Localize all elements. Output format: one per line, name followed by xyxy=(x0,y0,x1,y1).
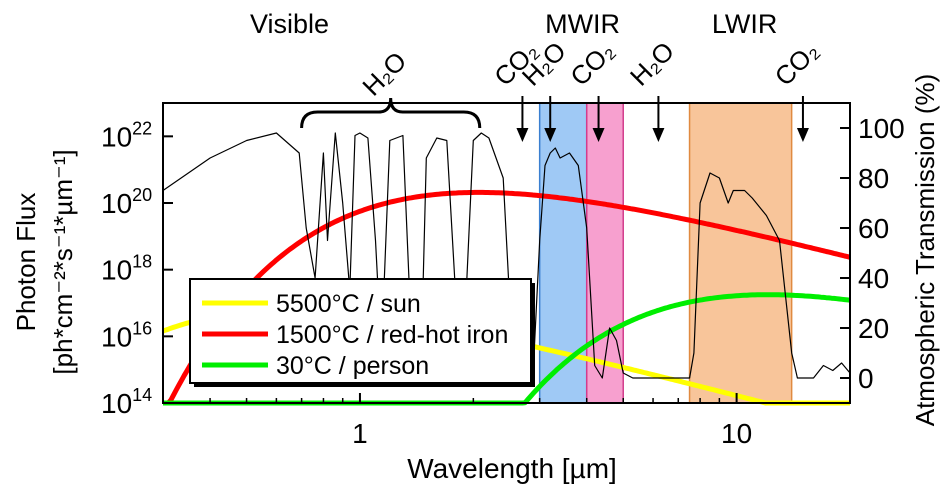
x-tick-label-0: 1 xyxy=(352,418,368,449)
absorption-label-0: H₂O xyxy=(356,46,412,102)
transmission-line xyxy=(162,132,851,379)
absorption-arrowhead-1 xyxy=(516,128,529,142)
absorption-arrowhead-5 xyxy=(796,128,809,142)
legend-label-2: 30°C / person xyxy=(276,352,429,380)
legend: 5500°C / sun 1500°C / red-hot iron 30°C / … xyxy=(189,278,535,387)
y-axis-label-left-1: Photon Flux xyxy=(11,193,41,332)
y-left-tick-label-1: 1016 xyxy=(101,318,152,352)
band-label-1: MWIR xyxy=(545,9,620,39)
y-right-tick-label-2: 40 xyxy=(858,263,889,294)
y-right-tick-label-4: 80 xyxy=(858,163,889,194)
y-left-tick-label-4: 1022 xyxy=(101,118,152,152)
legend-label-0: 5500°C / sun xyxy=(276,290,421,318)
absorption-arrowhead-2 xyxy=(544,128,557,142)
transmission-curve xyxy=(162,132,851,379)
band-label-2: LWIR xyxy=(712,9,778,39)
h2o-brace xyxy=(300,97,482,129)
band-label-0: Visible xyxy=(250,9,329,39)
y-left-tick-label-0: 1014 xyxy=(101,385,152,419)
x-tick-label-1: 10 xyxy=(721,418,752,449)
x-axis-label: Wavelength [µm] xyxy=(407,453,617,484)
y-axis-label-left-2: [ph*cm⁻²*s⁻¹*µm⁻¹] xyxy=(48,149,78,374)
absorption-label-3: CO₂ xyxy=(564,36,620,92)
absorption-arrowhead-4 xyxy=(652,128,665,142)
legend-label-1: 1500°C / red-hot iron xyxy=(276,321,508,349)
series-line-1 xyxy=(163,189,851,406)
y-axis-label-right: Atmospheric Transmission (%) xyxy=(910,74,940,427)
band-2 xyxy=(688,102,793,404)
axis-ticks: 1 10 1014 1016 1018 1020 1022 0 20 40 60 80 100 xyxy=(101,113,905,449)
legend-shadow xyxy=(194,283,535,387)
band-1 xyxy=(585,102,624,404)
y-right-tick-label-5: 100 xyxy=(858,113,905,144)
absorption-label-5: CO₂ xyxy=(769,36,825,92)
y-left-tick-label-2: 1018 xyxy=(101,252,152,286)
y-right-tick-label-3: 60 xyxy=(858,213,889,244)
absorption-label-4: H₂O xyxy=(624,36,680,92)
y-right-tick-label-0: 0 xyxy=(858,363,874,394)
plot-frame xyxy=(162,102,851,404)
y-left-tick-label-3: 1020 xyxy=(101,185,152,219)
absorption-arrowhead-3 xyxy=(592,128,605,142)
y-right-tick-label-1: 20 xyxy=(858,313,889,344)
